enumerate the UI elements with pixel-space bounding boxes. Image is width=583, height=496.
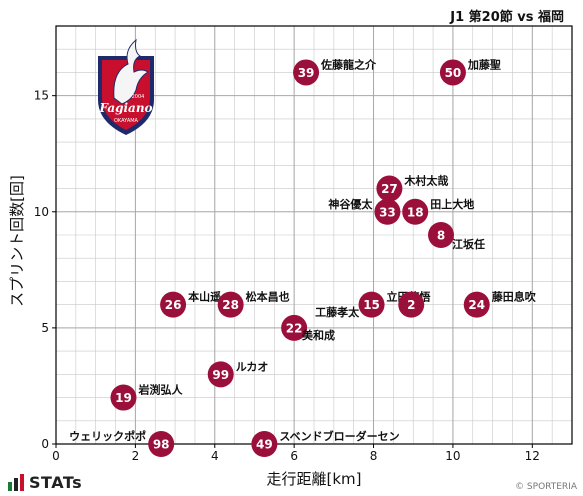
player-point: 33 神谷優太 bbox=[328, 197, 401, 225]
player-point: 28 松本昌也 bbox=[217, 290, 290, 318]
stats-brand: STATs bbox=[8, 473, 82, 492]
player-marker bbox=[281, 314, 308, 341]
x-tick-label: 10 bbox=[445, 449, 460, 463]
points-layer: 39佐藤龍之介50加藤聖27木村太哉33神谷優太18田上大地8江坂任26本山遥2… bbox=[69, 57, 537, 457]
player-number: 39 bbox=[298, 66, 315, 80]
player-point: 50 加藤聖 bbox=[439, 57, 501, 86]
logo-city: OKAYAMA bbox=[114, 118, 139, 124]
player-point: 18 田上大地 bbox=[402, 197, 474, 225]
player-marker bbox=[160, 291, 187, 318]
logo-wordmark: Fagiano bbox=[98, 101, 152, 115]
player-name-label: 松本昌也 bbox=[246, 290, 290, 304]
y-tick-label: 0 bbox=[41, 437, 49, 451]
player-marker bbox=[376, 175, 403, 202]
copyright-text: © SPORTERIA bbox=[515, 482, 577, 492]
pheasant-crest-icon bbox=[113, 38, 149, 105]
logo-year: 2004 bbox=[132, 94, 145, 100]
player-number: 22 bbox=[286, 321, 303, 335]
player-marker bbox=[428, 222, 455, 248]
player-marker bbox=[374, 198, 401, 225]
player-marker bbox=[398, 291, 425, 318]
player-marker bbox=[110, 384, 137, 411]
player-point: 22 工藤孝太 bbox=[281, 305, 360, 341]
player-number: 26 bbox=[165, 298, 182, 312]
x-axis-label: 走行距離[km] bbox=[266, 470, 361, 488]
player-point: 2 bbox=[398, 291, 425, 318]
player-point: 39 佐藤龍之介 bbox=[293, 57, 377, 86]
stats-brand-text: STATs bbox=[29, 473, 83, 492]
y-tick-label: 10 bbox=[34, 205, 49, 219]
player-number: 99 bbox=[212, 368, 229, 382]
player-name-label: 岩渕弘人 bbox=[137, 383, 183, 397]
player-point: 98 ウェリックポポ bbox=[69, 429, 175, 457]
player-number: 33 bbox=[379, 205, 396, 219]
player-name-label: 神谷優太 bbox=[328, 197, 373, 211]
player-number: 28 bbox=[222, 298, 239, 312]
player-name-label: 藤田息吹 bbox=[492, 290, 537, 304]
stats-bars-icon bbox=[8, 474, 24, 491]
x-tick-label: 12 bbox=[525, 449, 540, 463]
player-number: 19 bbox=[115, 391, 132, 405]
player-name-label: 加藤聖 bbox=[467, 57, 501, 71]
y-tick-label: 15 bbox=[34, 89, 49, 103]
player-name-label: 本山遥 bbox=[188, 290, 221, 304]
player-number: 18 bbox=[407, 205, 424, 219]
player-name-label: スベンドブローダーセン bbox=[279, 429, 399, 443]
player-marker bbox=[293, 59, 320, 86]
player-point: 49 スベンドブローダーセン bbox=[251, 429, 400, 457]
player-marker bbox=[439, 59, 466, 86]
player-point: 99 ルカオ bbox=[207, 360, 269, 388]
player-point: 19 岩渕弘人 bbox=[110, 383, 183, 411]
player-number: 49 bbox=[256, 438, 273, 452]
player-number: 2 bbox=[407, 298, 415, 312]
player-marker bbox=[402, 198, 429, 225]
player-marker bbox=[358, 291, 385, 318]
x-tick-label: 4 bbox=[211, 449, 219, 463]
player-marker bbox=[251, 431, 278, 457]
x-tick-label: 2 bbox=[132, 449, 140, 463]
player-number: 27 bbox=[381, 182, 398, 196]
player-point: 24 藤田息吹 bbox=[463, 290, 537, 318]
y-tick-label: 5 bbox=[41, 321, 49, 335]
player-marker bbox=[217, 291, 244, 318]
player-point: 26 本山遥 bbox=[160, 290, 221, 318]
player-number: 50 bbox=[445, 66, 462, 80]
plot-frame bbox=[55, 25, 573, 445]
player-marker bbox=[148, 431, 175, 457]
x-tick-label: 8 bbox=[370, 449, 378, 463]
match-title: J1 第20節 vs 福岡 bbox=[450, 10, 564, 25]
player-point: 美和成 bbox=[302, 328, 335, 342]
player-name-label: 佐藤龍之介 bbox=[320, 57, 377, 71]
player-marker bbox=[207, 361, 234, 388]
player-name-label: ルカオ bbox=[236, 360, 269, 373]
player-point: 8 江坂任 bbox=[428, 222, 485, 251]
x-tick-label: 6 bbox=[290, 449, 298, 463]
player-name-label: 田上大地 bbox=[430, 197, 474, 211]
player-number: 98 bbox=[153, 438, 170, 452]
player-number: 8 bbox=[437, 229, 445, 243]
y-axis-label: スプリント回数[回] bbox=[8, 175, 26, 307]
player-name-label: ウェリックポポ bbox=[69, 429, 146, 443]
player-number: 24 bbox=[468, 298, 485, 312]
player-name-label: 工藤孝太 bbox=[315, 305, 360, 319]
player-name-label: 江坂任 bbox=[452, 237, 485, 251]
player-marker bbox=[463, 291, 490, 318]
player-name-label: 美和成 bbox=[302, 328, 335, 342]
player-name-label: 木村太哉 bbox=[403, 174, 448, 188]
player-number: 15 bbox=[363, 298, 380, 312]
player-point: 27 木村太哉 bbox=[376, 174, 448, 202]
x-tick-label: 0 bbox=[52, 449, 60, 463]
team-logo: Fagiano 2004 OKAYAMA bbox=[98, 38, 154, 135]
